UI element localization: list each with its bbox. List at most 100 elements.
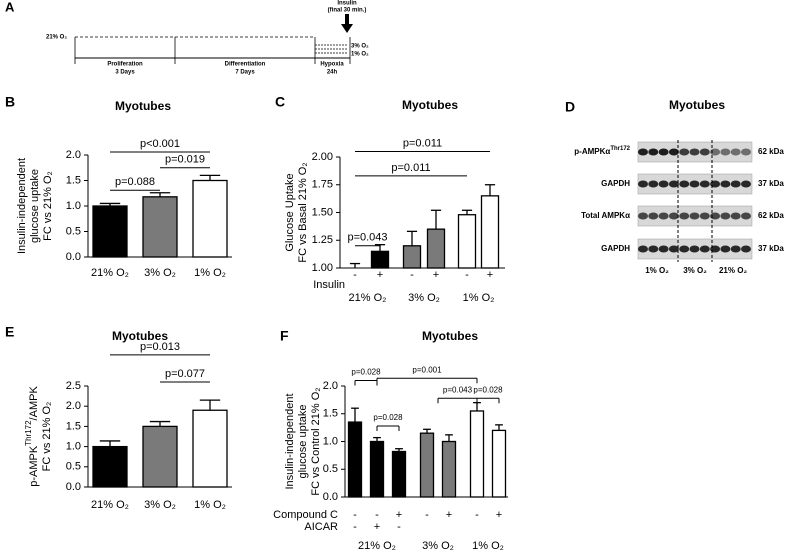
blot-band bbox=[638, 148, 648, 156]
blot-band bbox=[679, 180, 690, 188]
bar bbox=[491, 429, 507, 498]
insulin-label: Insulin bbox=[337, 1, 357, 7]
panel-letter: C bbox=[275, 94, 285, 110]
row-symbol: - bbox=[353, 521, 357, 533]
y-axis-label: FC vs 21% O₂ bbox=[42, 171, 54, 241]
bar bbox=[192, 179, 228, 258]
row-name: AICAR bbox=[304, 521, 338, 533]
insulin-note: (final 30 min.) bbox=[328, 8, 367, 14]
blot-band bbox=[710, 148, 721, 156]
blot-band bbox=[710, 212, 721, 220]
blot-row-name: p-AMPKα bbox=[574, 147, 610, 156]
row-symbol: + bbox=[446, 509, 452, 521]
y-tick-label: 1.75 bbox=[312, 179, 333, 191]
blot-band bbox=[699, 180, 710, 188]
group-label: 21% O₂ bbox=[349, 292, 387, 304]
bar bbox=[92, 205, 128, 258]
blot-band bbox=[720, 148, 731, 156]
bar bbox=[347, 421, 363, 498]
blot-row-label: GAPDH bbox=[601, 179, 630, 188]
p-value: p=0.013 bbox=[140, 341, 180, 353]
y-tick-label: 2.0 bbox=[66, 400, 81, 412]
p-value: p=0.019 bbox=[165, 154, 205, 166]
x-tick-label: 3% O₂ bbox=[144, 267, 176, 279]
y-axis-label: glucose uptake bbox=[297, 405, 309, 479]
row-symbol: - bbox=[465, 269, 469, 281]
p-value: p=0.001 bbox=[412, 365, 442, 374]
baseline-label: 21% O₂ bbox=[46, 35, 67, 41]
blot-band bbox=[699, 245, 710, 253]
y-tick-label: 2.0 bbox=[66, 149, 81, 161]
y-axis-label: FC vs Control 21% O₂ bbox=[310, 387, 322, 495]
lane-label: 3% O₂ bbox=[683, 266, 707, 275]
group-label: 3% O₂ bbox=[422, 540, 454, 552]
y-tick-label: 2.5 bbox=[66, 380, 81, 392]
blot-band bbox=[741, 148, 751, 156]
y-tick-label: 2.0 bbox=[323, 380, 338, 392]
phase-duration: 24h bbox=[327, 70, 338, 76]
bar bbox=[370, 250, 390, 269]
phase-name: Hypoxia bbox=[320, 62, 344, 68]
p-value: p<0.001 bbox=[140, 138, 180, 150]
y-axis-label-sup: Thr172 bbox=[24, 420, 33, 446]
blot-band bbox=[648, 245, 659, 253]
blot-band bbox=[658, 180, 669, 188]
blot-band bbox=[730, 212, 741, 220]
y-tick-label: 0.0 bbox=[323, 491, 338, 503]
p-value: p=0.043 bbox=[443, 385, 473, 394]
y-tick-label: 1.5 bbox=[66, 420, 81, 432]
phase-duration: 3 Days bbox=[115, 70, 135, 76]
blot-size: 62 kDa bbox=[758, 211, 784, 220]
blot-band bbox=[689, 180, 700, 188]
p-value: p=0.077 bbox=[165, 368, 205, 380]
bar bbox=[391, 450, 407, 498]
group-label: 1% O₂ bbox=[463, 292, 495, 304]
y-axis-label: FC vs 21% O₂ bbox=[41, 402, 53, 472]
panel-letter: D bbox=[565, 99, 575, 115]
bar bbox=[142, 425, 178, 488]
blot-band bbox=[730, 148, 741, 156]
blot-row-name: GAPDH bbox=[601, 244, 630, 253]
x-tick-label: 21% O₂ bbox=[91, 499, 129, 511]
y-axis-label: Glucose Uptake bbox=[284, 173, 296, 251]
blot-band bbox=[689, 148, 700, 156]
blot-band bbox=[720, 245, 731, 253]
p-value: p=0.028 bbox=[473, 385, 503, 394]
row-symbol: + bbox=[377, 269, 383, 281]
blot-row-label: p-AMPKαThr172 bbox=[574, 146, 630, 157]
blot-band bbox=[638, 212, 648, 220]
y-tick-label: 1.25 bbox=[312, 234, 333, 246]
panel-letter: F bbox=[280, 328, 289, 344]
lane-label: 21% O₂ bbox=[719, 266, 747, 275]
blot-row-sup: Thr172 bbox=[610, 146, 630, 152]
blot-row-label: Total AMPKα bbox=[581, 211, 630, 220]
y-tick-label: 1.5 bbox=[323, 408, 338, 420]
blot-row-name: Total AMPKα bbox=[581, 211, 630, 220]
row-symbol: - bbox=[410, 269, 414, 281]
row-symbol: + bbox=[374, 521, 380, 533]
group-label: 1% O₂ bbox=[472, 540, 504, 552]
blot-band bbox=[689, 245, 700, 253]
blot-size: 37 kDa bbox=[758, 244, 784, 253]
blot-row-label: GAPDH bbox=[601, 244, 630, 253]
blot-band bbox=[730, 180, 741, 188]
row-name: Compound C bbox=[273, 509, 338, 521]
blot-band bbox=[741, 180, 751, 188]
blot-band bbox=[720, 180, 731, 188]
y-axis-label: glucose uptake bbox=[29, 169, 41, 243]
blot-band bbox=[679, 148, 690, 156]
blot-band bbox=[668, 212, 679, 220]
y-axis-label-part: p-AMPK bbox=[28, 445, 40, 487]
x-tick-label: 1% O₂ bbox=[194, 499, 226, 511]
bar bbox=[441, 440, 457, 498]
blot-size: 62 kDa bbox=[758, 147, 784, 156]
bar bbox=[402, 245, 422, 269]
panel-letter: A bbox=[5, 0, 15, 14]
y-tick-label: 0.0 bbox=[66, 481, 81, 493]
bar bbox=[92, 445, 128, 488]
phase-name: Differentiation bbox=[225, 62, 266, 68]
bar bbox=[419, 432, 435, 498]
panel-title: Myotubes bbox=[422, 329, 478, 343]
blot-band bbox=[710, 245, 721, 253]
